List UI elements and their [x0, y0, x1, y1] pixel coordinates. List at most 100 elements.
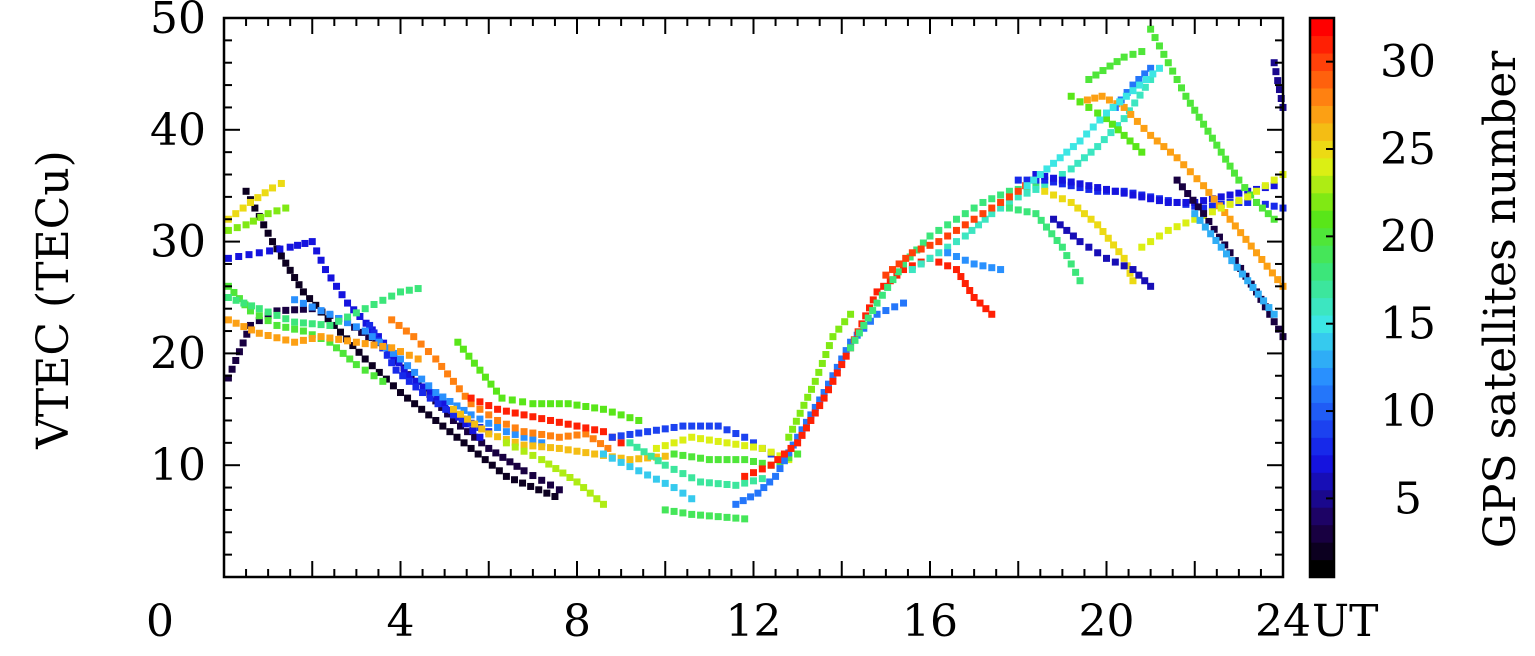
- data-point: [352, 323, 360, 331]
- data-point: [970, 260, 978, 268]
- colorbar-segment: [1310, 454, 1334, 473]
- data-point: [545, 460, 553, 468]
- data-point: [414, 355, 422, 363]
- data-point: [361, 366, 369, 374]
- data-point: [224, 374, 232, 382]
- data-point: [661, 461, 669, 469]
- data-point: [321, 266, 329, 274]
- data-point: [255, 249, 263, 257]
- data-point: [552, 465, 560, 473]
- data-point: [1217, 204, 1225, 212]
- data-point: [785, 454, 793, 462]
- data-point: [599, 405, 607, 413]
- satellite-series: [1147, 25, 1278, 223]
- data-point: [1050, 174, 1058, 182]
- satellite-series: [1023, 64, 1163, 190]
- x-axis-title: UT: [1312, 596, 1378, 647]
- data-point: [670, 450, 678, 458]
- data-point: [1129, 277, 1137, 285]
- data-point: [1042, 223, 1050, 231]
- data-point: [474, 450, 482, 458]
- data-point: [1275, 86, 1283, 94]
- satellite-series: [741, 254, 996, 480]
- data-point: [997, 204, 1005, 212]
- data-point: [1186, 168, 1194, 176]
- data-point: [633, 443, 641, 451]
- data-point: [758, 459, 766, 467]
- data-point: [245, 251, 253, 259]
- data-point: [688, 453, 696, 461]
- data-point: [1201, 223, 1209, 231]
- data-point: [1164, 198, 1172, 206]
- data-point: [1083, 130, 1091, 138]
- data-point: [679, 509, 687, 517]
- data-point: [635, 467, 643, 475]
- data-point: [559, 469, 567, 477]
- data-point: [670, 465, 678, 473]
- data-point: [1136, 91, 1144, 99]
- data-point: [382, 344, 390, 352]
- data-point: [291, 274, 299, 282]
- data-point: [1215, 233, 1223, 241]
- data-point: [1135, 75, 1143, 83]
- satellite-series: [661, 506, 749, 523]
- data-point: [811, 403, 819, 411]
- data-point: [339, 349, 347, 357]
- data-point: [1277, 94, 1285, 102]
- data-point: [1244, 198, 1252, 206]
- data-point: [1253, 249, 1261, 257]
- data-point: [379, 377, 387, 385]
- data-point: [1231, 257, 1239, 265]
- data-point: [1120, 189, 1128, 197]
- data-point: [968, 226, 976, 234]
- data-point: [1264, 210, 1272, 218]
- data-point: [1166, 148, 1174, 156]
- data-point: [248, 326, 256, 334]
- data-point: [370, 329, 378, 337]
- data-point: [264, 332, 272, 340]
- data-point: [338, 291, 346, 299]
- data-point: [679, 451, 687, 459]
- data-point: [1208, 202, 1216, 210]
- data-point: [344, 313, 352, 321]
- data-point: [789, 425, 797, 433]
- data-point: [573, 431, 581, 439]
- satellite-series: [467, 394, 625, 447]
- data-point: [1205, 188, 1213, 196]
- data-point: [291, 318, 299, 326]
- data-point: [333, 282, 341, 290]
- data-point: [573, 478, 581, 486]
- data-point: [417, 340, 425, 348]
- data-point: [1182, 198, 1190, 206]
- data-point: [264, 312, 272, 320]
- data-point: [520, 411, 528, 419]
- data-point: [926, 241, 934, 249]
- data-point: [1127, 110, 1135, 118]
- satellite-series: [626, 439, 766, 489]
- data-point: [1260, 297, 1268, 305]
- data-point: [982, 305, 990, 313]
- data-point: [366, 321, 374, 329]
- data-point: [1116, 98, 1124, 106]
- x-tick-label: 16: [902, 596, 958, 647]
- data-point: [961, 232, 969, 240]
- colorbar-title: GPS satellites number: [1475, 50, 1526, 549]
- data-point: [1076, 184, 1084, 192]
- data-point: [1200, 210, 1208, 218]
- data-point: [774, 456, 782, 464]
- data-point: [842, 347, 850, 355]
- data-point: [564, 432, 572, 440]
- data-point: [1191, 106, 1199, 114]
- data-point: [750, 443, 757, 451]
- data-point: [455, 385, 463, 393]
- data-point: [979, 262, 987, 270]
- data-point: [822, 351, 830, 359]
- data-point: [282, 315, 290, 323]
- data-point: [273, 307, 281, 315]
- data-point: [555, 486, 563, 494]
- data-point: [1132, 143, 1140, 151]
- data-point: [802, 424, 810, 432]
- data-point: [917, 260, 925, 268]
- data-point: [564, 400, 572, 408]
- data-point: [652, 426, 660, 434]
